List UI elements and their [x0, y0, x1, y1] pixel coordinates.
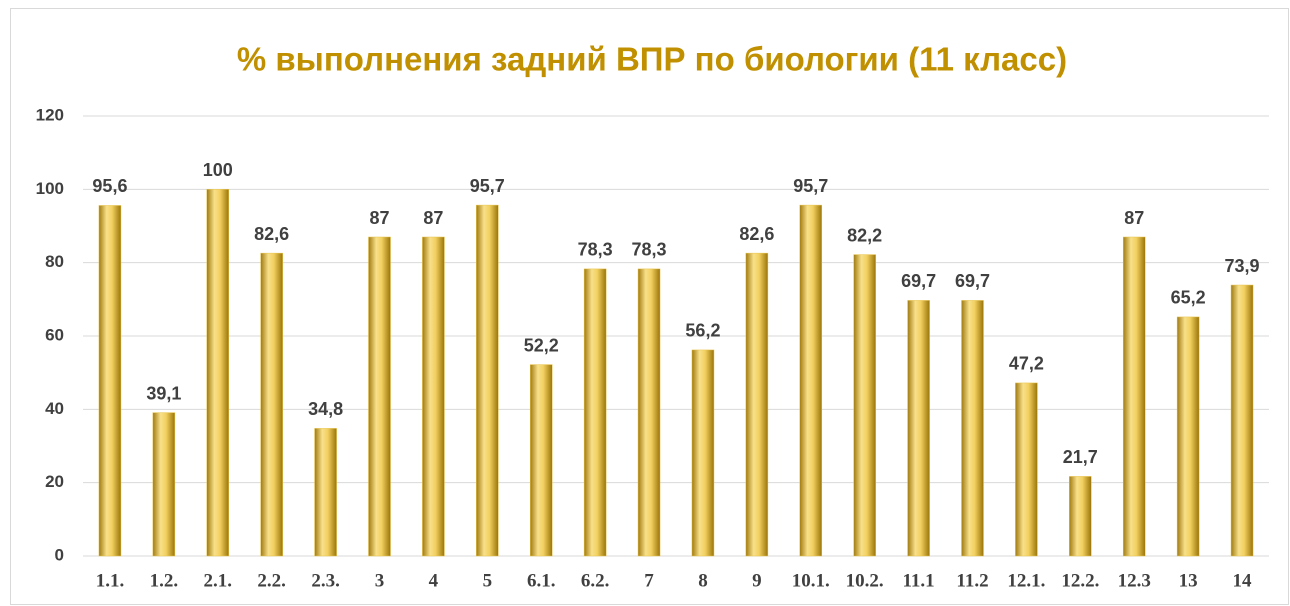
value-label: 52,2 — [524, 335, 559, 355]
bar — [853, 254, 876, 557]
x-tick-label: 11.1 — [902, 570, 934, 591]
bar — [745, 252, 769, 557]
bar — [691, 349, 715, 557]
value-label: 78,3 — [578, 240, 613, 260]
value-label: 87 — [369, 208, 389, 228]
value-label: 47,2 — [1009, 354, 1044, 374]
x-tick-label: 12.3 — [1118, 570, 1151, 591]
x-tick-label: 12.2. — [1061, 570, 1099, 591]
value-label: 56,2 — [685, 321, 720, 341]
value-label: 95,6 — [92, 176, 127, 196]
value-label: 78,3 — [632, 240, 667, 260]
x-tick-label: 11.2 — [956, 570, 988, 591]
bar — [206, 189, 230, 557]
bar — [1230, 284, 1254, 557]
bar — [637, 268, 661, 557]
x-tick-label: 3 — [375, 570, 385, 591]
x-tick-label: 13 — [1179, 570, 1198, 591]
x-tick-label: 7 — [644, 570, 654, 591]
bar — [422, 236, 445, 557]
y-tick-label: 120 — [36, 105, 64, 124]
value-label: 100 — [203, 160, 233, 180]
value-label: 87 — [1124, 208, 1144, 228]
value-label: 39,1 — [146, 383, 181, 403]
bar — [907, 300, 930, 557]
y-tick-label: 0 — [55, 545, 64, 564]
value-label: 21,7 — [1063, 447, 1098, 467]
bar — [152, 412, 176, 557]
x-tick-label: 4 — [429, 570, 439, 591]
value-label: 95,7 — [470, 176, 505, 196]
x-tick-label: 2.1. — [204, 570, 233, 591]
bar — [583, 268, 607, 557]
value-label: 87 — [423, 208, 443, 228]
y-tick-label: 20 — [45, 472, 64, 491]
value-label: 82,2 — [847, 225, 882, 245]
x-tick-label: 1.1. — [96, 570, 125, 591]
value-label: 69,7 — [901, 271, 936, 291]
x-tick-label: 9 — [752, 570, 762, 591]
x-tick-label: 8 — [698, 570, 708, 591]
value-label: 69,7 — [955, 271, 990, 291]
x-tick-label: 12.1. — [1007, 570, 1045, 591]
x-tick-label: 2.3. — [311, 570, 340, 591]
bar — [799, 204, 823, 557]
bar — [98, 205, 122, 557]
y-tick-label: 80 — [45, 252, 64, 271]
chart-title: % выполнения задний ВПР по биологии (11 … — [237, 41, 1067, 78]
value-label: 34,8 — [308, 399, 343, 419]
bar — [314, 428, 337, 557]
x-tick-label: 10.2. — [846, 570, 884, 591]
x-tick-label: 2.2. — [257, 570, 286, 591]
bar — [1015, 382, 1038, 557]
x-tick-label: 6.1. — [527, 570, 556, 591]
x-tick-label: 14 — [1233, 570, 1253, 591]
value-label: 82,6 — [739, 224, 774, 244]
bar — [1122, 236, 1146, 557]
x-tick-label: 10.1. — [792, 570, 830, 591]
x-tick-label: 5 — [483, 570, 493, 591]
bar — [1069, 476, 1092, 557]
x-tick-label: 6.2. — [581, 570, 610, 591]
value-label: 95,7 — [793, 176, 828, 196]
value-label: 82,6 — [254, 224, 289, 244]
bar — [529, 364, 553, 557]
x-tick-label: 1.2. — [150, 570, 179, 591]
bar — [260, 252, 283, 557]
bar — [476, 204, 499, 557]
y-tick-label: 40 — [45, 399, 64, 418]
bar — [961, 300, 984, 557]
value-label: 73,9 — [1225, 256, 1260, 276]
bar — [1176, 316, 1200, 557]
bar — [368, 236, 391, 557]
y-tick-label: 100 — [36, 179, 64, 198]
value-label: 65,2 — [1171, 288, 1206, 308]
y-tick-label: 60 — [45, 325, 64, 344]
